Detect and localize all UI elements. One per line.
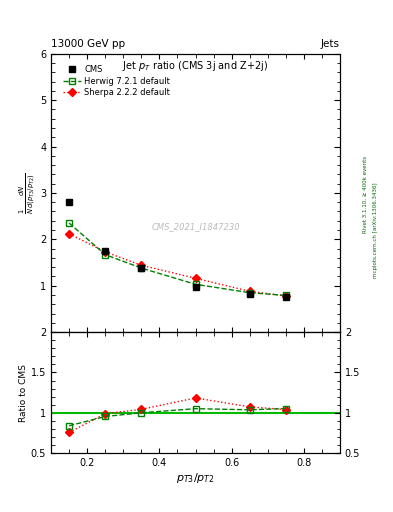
X-axis label: $p_{T3}/p_{T2}$: $p_{T3}/p_{T2}$	[176, 471, 215, 485]
Text: Jets: Jets	[321, 38, 340, 49]
Herwig 7.2.1 default	[139, 265, 144, 271]
Sherpa 2.2.2 default	[103, 249, 108, 255]
Text: Jet $p_{T}$ ratio (CMS 3j and Z+2j): Jet $p_{T}$ ratio (CMS 3j and Z+2j)	[123, 59, 268, 73]
CMS	[103, 248, 108, 254]
CMS	[283, 294, 288, 301]
Y-axis label: Ratio to CMS: Ratio to CMS	[19, 364, 28, 421]
Legend: CMS, Herwig 7.2.1 default, Sherpa 2.2.2 default: CMS, Herwig 7.2.1 default, Sherpa 2.2.2 …	[61, 63, 172, 99]
Sherpa 2.2.2 default	[67, 231, 72, 237]
Herwig 7.2.1 default	[103, 251, 108, 258]
CMS	[247, 291, 252, 297]
Sherpa 2.2.2 default	[247, 288, 252, 294]
CMS	[193, 284, 198, 290]
CMS	[139, 265, 144, 271]
Sherpa 2.2.2 default	[283, 293, 288, 299]
Sherpa 2.2.2 default	[193, 275, 198, 282]
Line: CMS: CMS	[66, 199, 289, 301]
Y-axis label: $\frac{1}{N}\frac{dN}{d(p_{T3}/p_{T2})}$: $\frac{1}{N}\frac{dN}{d(p_{T3}/p_{T2})}$	[17, 173, 37, 214]
CMS	[67, 199, 72, 205]
Text: CMS_2021_I1847230: CMS_2021_I1847230	[151, 222, 240, 231]
Herwig 7.2.1 default	[67, 220, 72, 226]
Text: mcplots.cern.ch [arXiv:1306.3436]: mcplots.cern.ch [arXiv:1306.3436]	[373, 183, 378, 278]
Text: 13000 GeV pp: 13000 GeV pp	[51, 38, 125, 49]
Herwig 7.2.1 default	[193, 281, 198, 287]
Herwig 7.2.1 default	[247, 290, 252, 296]
Text: Rivet 3.1.10, ≥ 400k events: Rivet 3.1.10, ≥ 400k events	[363, 156, 368, 233]
Line: Herwig 7.2.1 default: Herwig 7.2.1 default	[66, 220, 289, 299]
Line: Sherpa 2.2.2 default: Sherpa 2.2.2 default	[66, 231, 288, 298]
Herwig 7.2.1 default	[283, 292, 288, 298]
Sherpa 2.2.2 default	[139, 262, 144, 268]
